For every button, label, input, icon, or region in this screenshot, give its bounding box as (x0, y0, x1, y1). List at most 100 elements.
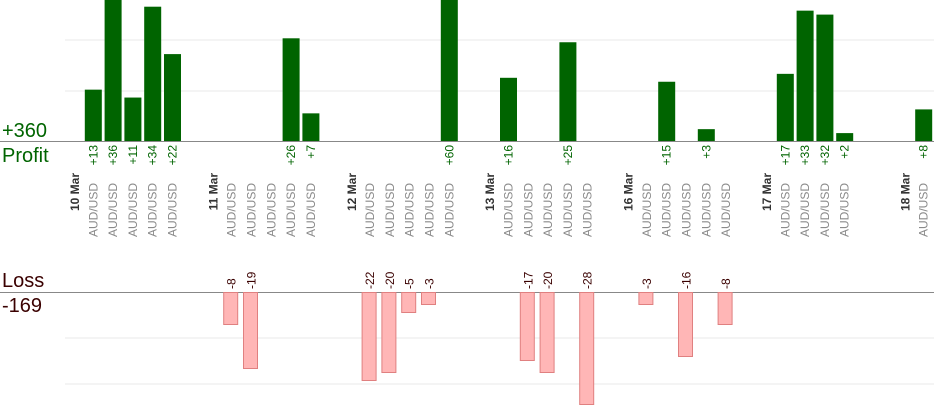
profit-bar (164, 54, 181, 141)
symbol-label: AUD/USD (838, 183, 852, 237)
symbol-label: AUD/USD (818, 183, 832, 237)
profit-value-label: +60 (442, 145, 456, 166)
symbol-label: AUD/USD (225, 183, 239, 237)
loss-bar (519, 292, 535, 361)
symbol-label: AUD/USD (284, 183, 298, 237)
profit-bar (658, 81, 676, 141)
date-label: 12 Mar (345, 173, 359, 211)
profit-bar (84, 89, 102, 141)
symbol-label: AUD/USD (383, 183, 397, 237)
profit-bar (124, 97, 142, 141)
profit-value-label: +22 (166, 145, 180, 166)
loss-value-label: -8 (225, 278, 239, 289)
loss-bar (579, 292, 595, 405)
profit-label: Profit (2, 145, 49, 167)
symbol-label: AUD/USD (640, 183, 654, 237)
date-label: 11 Mar (206, 173, 220, 211)
profit-value-label: +13 (86, 145, 100, 166)
loss-value-label: -20 (383, 271, 397, 289)
profit-bar (302, 113, 320, 141)
profit-bar (500, 77, 517, 141)
profit-value-label: +11 (126, 145, 140, 165)
symbol-label: AUD/USD (561, 183, 575, 237)
symbol-label: AUD/USD (86, 183, 100, 237)
symbol-label: AUD/USD (146, 183, 160, 237)
profit-value-label: +16 (502, 145, 516, 166)
symbol-label: AUD/USD (521, 183, 535, 237)
symbol-label: AUD/USD (363, 183, 377, 237)
symbol-label: AUD/USD (245, 183, 259, 237)
profit-value-label: +15 (660, 145, 674, 166)
symbol-label: AUD/USD (304, 183, 318, 237)
profit-total: +360 (2, 120, 48, 142)
symbol-label: AUD/USD (264, 183, 278, 237)
date-label: 13 Mar (483, 173, 497, 211)
profit-value-label: +7 (304, 145, 318, 159)
profit-value-label: +25 (561, 145, 575, 166)
loss-value-label: -16 (680, 271, 694, 289)
loss-bar (401, 292, 417, 313)
symbol-label: AUD/USD (719, 183, 733, 237)
loss-label: Loss (2, 270, 45, 292)
loss-bar (539, 292, 555, 373)
loss-value-label: -3 (640, 278, 654, 289)
profit-bar (816, 14, 834, 142)
symbol-label: AUD/USD (581, 183, 595, 237)
date-label: 18 Mar (898, 173, 912, 211)
loss-bar (243, 292, 258, 369)
symbol-label: AUD/USD (126, 183, 140, 237)
symbol-label: AUD/USD (699, 183, 713, 237)
loss-value-label: -5 (403, 278, 417, 289)
symbol-label: AUD/USD (917, 183, 931, 237)
profit-bar (697, 129, 715, 141)
profit-value-label: +26 (284, 145, 298, 166)
loss-value-label: -19 (245, 271, 259, 289)
loss-bar (678, 292, 693, 357)
symbol-label: AUD/USD (423, 183, 437, 237)
loss-value-label: -22 (363, 271, 377, 289)
loss-value-label: -17 (521, 271, 535, 289)
symbol-label: AUD/USD (166, 183, 180, 237)
loss-bar (717, 292, 733, 325)
date-label: 17 Mar (760, 173, 774, 211)
profit-bar (282, 38, 300, 141)
loss-bar (223, 292, 239, 325)
symbol-label: AUD/USD (680, 183, 694, 237)
profit-bar (104, 0, 122, 141)
profit-value-label: +8 (917, 145, 931, 159)
profit-bar (559, 42, 577, 141)
date-label: 16 Mar (622, 173, 636, 211)
symbol-label: AUD/USD (798, 183, 812, 237)
profit-value-label: +3 (699, 145, 713, 159)
profit-bar (836, 133, 854, 141)
profit-value-label: +17 (778, 145, 792, 166)
date-label: 10 Mar (68, 173, 82, 211)
profit-bar (776, 73, 794, 141)
symbol-label: AUD/USD (660, 183, 674, 237)
loss-bar (361, 292, 377, 381)
symbol-label: AUD/USD (541, 183, 555, 237)
loss-bar (381, 292, 397, 373)
profit-value-label: +36 (106, 145, 120, 166)
profit-value-label: +32 (818, 145, 832, 166)
profit-value-label: +33 (798, 145, 812, 166)
loss-bar (638, 292, 654, 305)
symbol-label: AUD/USD (106, 183, 120, 237)
symbol-label: AUD/USD (778, 183, 792, 237)
profit-bar (144, 6, 162, 142)
symbol-label: AUD/USD (442, 183, 456, 237)
profit-bar (440, 0, 458, 141)
profit-bar (796, 10, 814, 142)
loss-value-label: -3 (423, 278, 437, 289)
loss-total: -169 (2, 295, 43, 317)
symbol-label: AUD/USD (403, 183, 417, 237)
profit-value-label: +34 (146, 145, 160, 166)
symbol-label: AUD/USD (502, 183, 516, 237)
loss-bar (421, 292, 436, 305)
profit-bar (915, 109, 933, 141)
profit-value-label: +2 (838, 145, 852, 159)
loss-value-label: -20 (541, 271, 555, 289)
loss-value-label: -28 (581, 271, 595, 289)
loss-value-label: -8 (719, 278, 733, 289)
